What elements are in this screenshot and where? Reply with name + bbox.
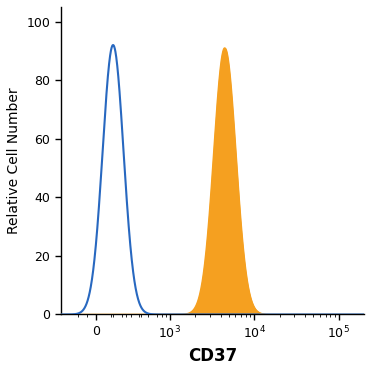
X-axis label: CD37: CD37	[188, 347, 237, 365]
Y-axis label: Relative Cell Number: Relative Cell Number	[7, 87, 21, 234]
